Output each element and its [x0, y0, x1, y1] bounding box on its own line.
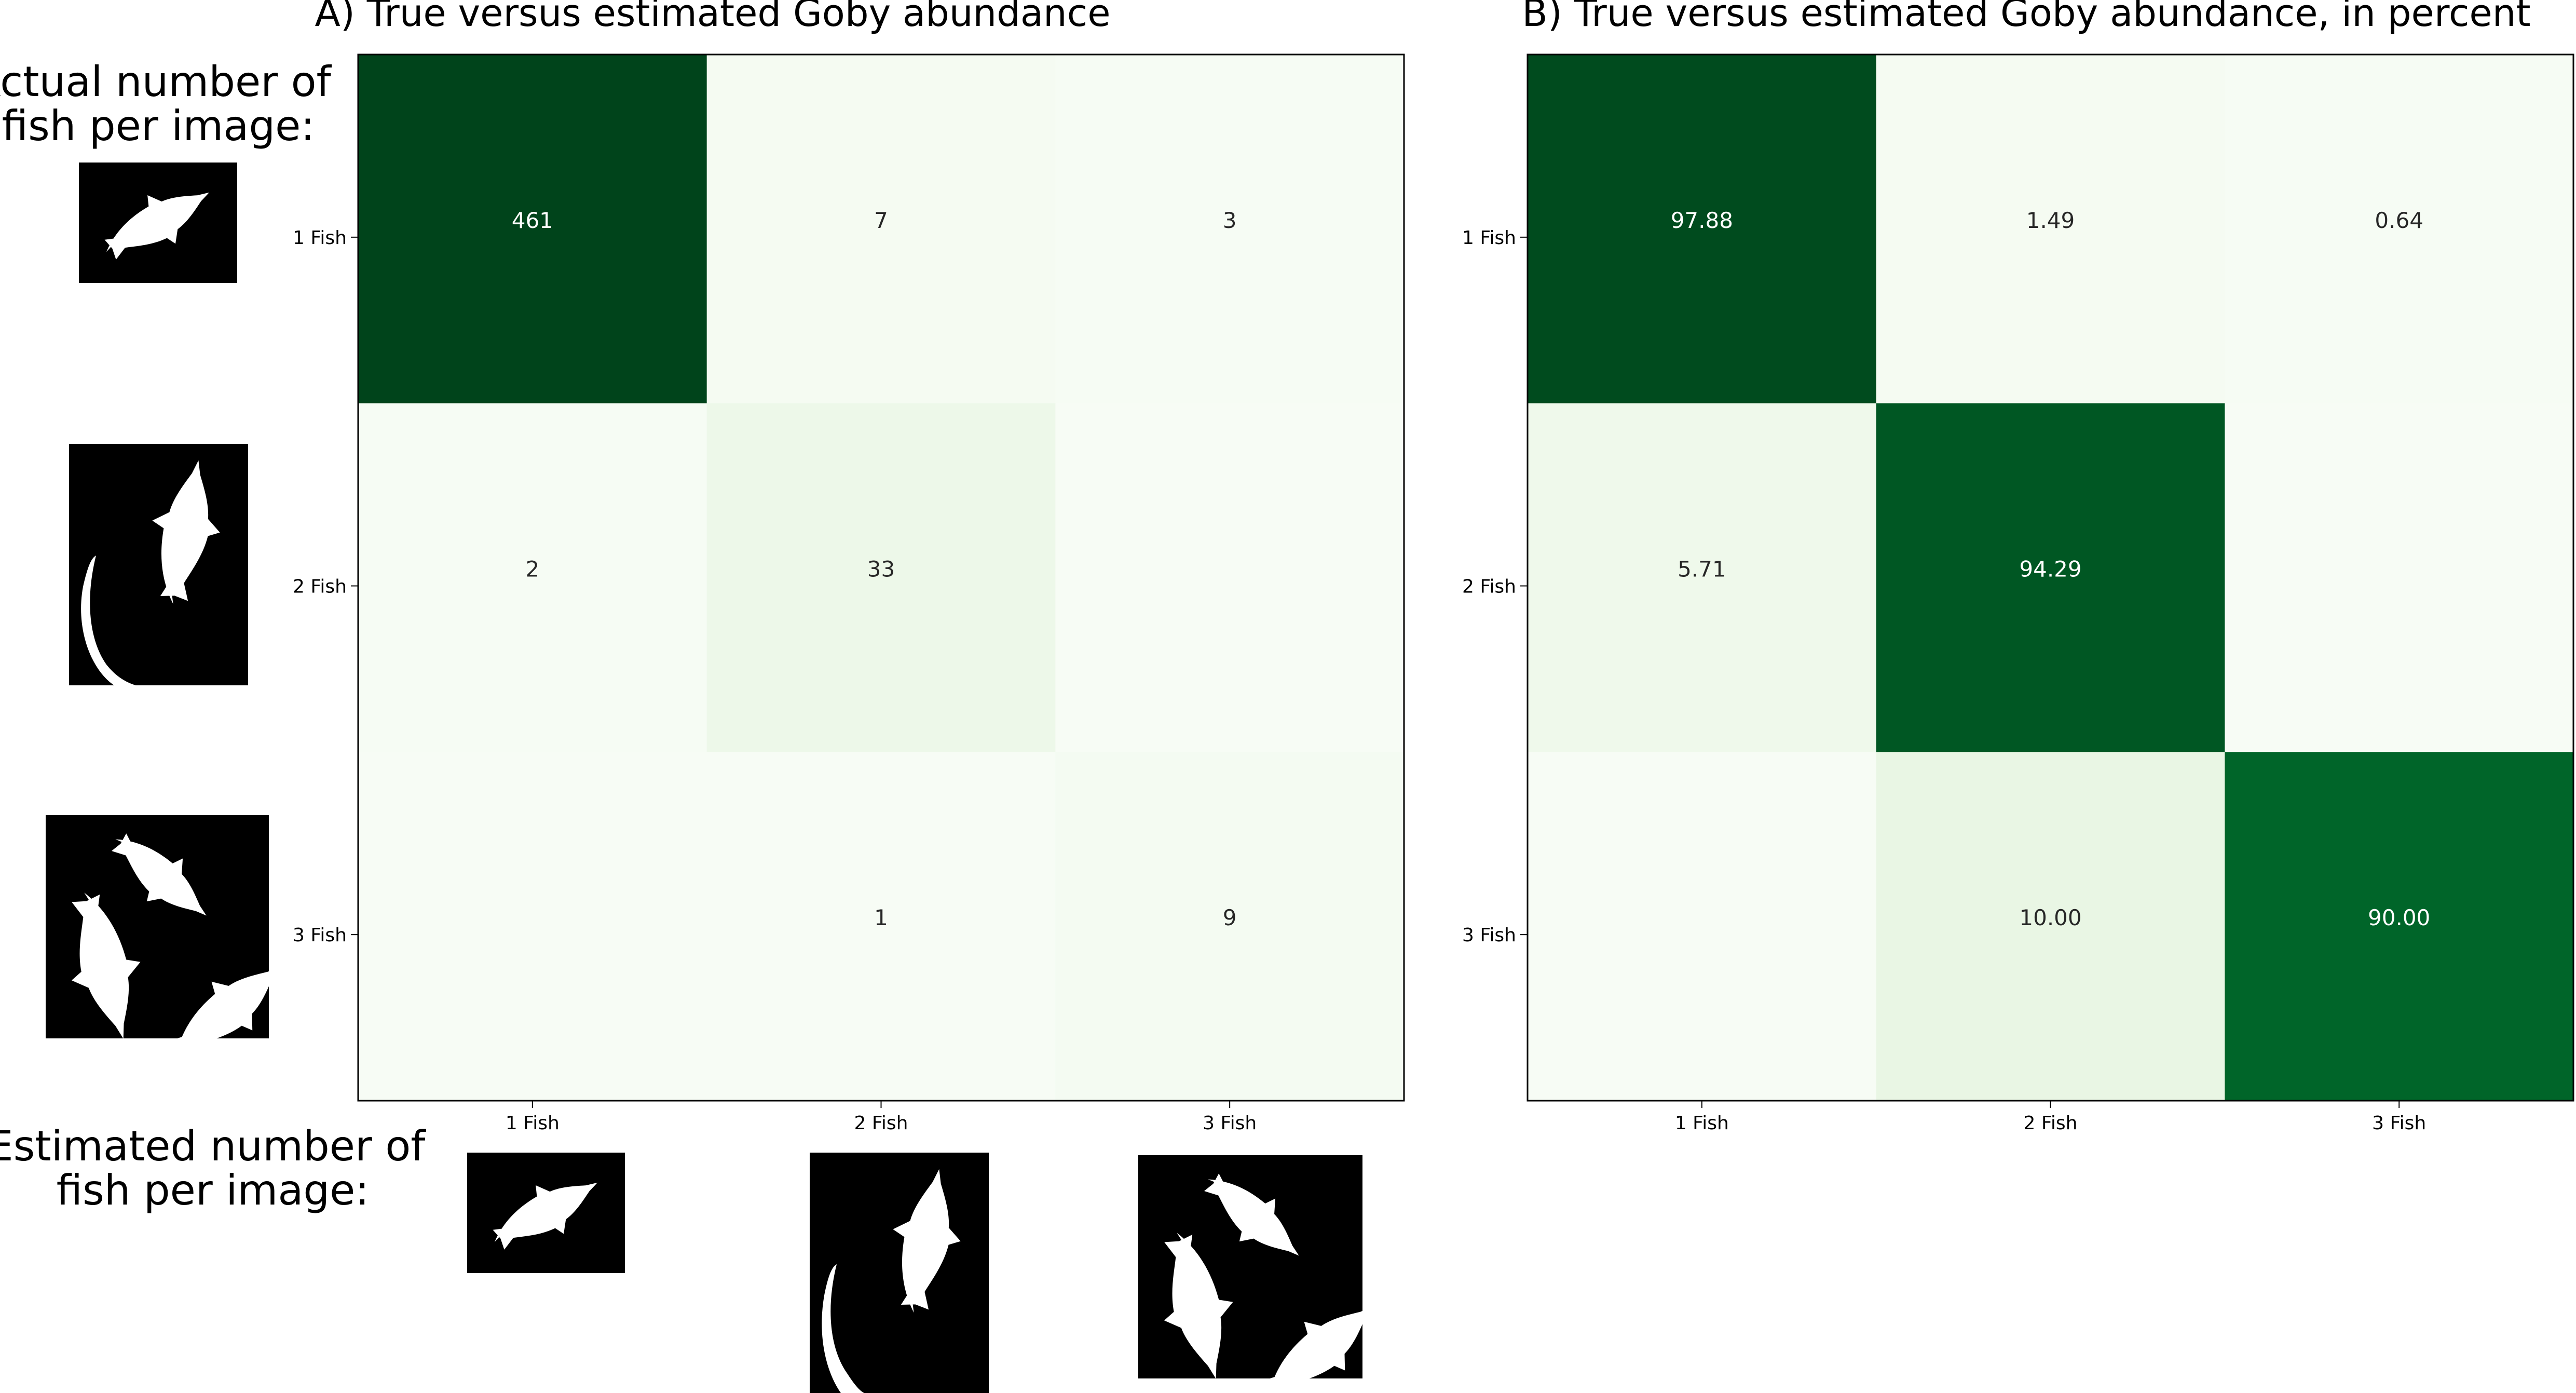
fish-2-silhouette-icon	[69, 444, 248, 685]
panel-b: B) True versus estimated Goby abundance,…	[1462, 0, 2574, 1134]
panel-a-cell-label-r2-c1: 2	[525, 557, 539, 582]
panel-a-frame	[357, 53, 1405, 1102]
panel-b-cell-r2-c2	[1876, 403, 2225, 752]
panel-a-x-tick-label: 2 Fish	[854, 1113, 908, 1134]
panel-a-cell-label-r1-c1: 461	[512, 208, 553, 233]
panel-b-cell-label-r3-c3: 90.00	[2368, 905, 2430, 930]
panel-b-y-tick-label: 1 Fish	[1462, 227, 1516, 249]
fish-3-silhouette-icon	[1138, 1155, 1393, 1393]
panel-a-cell-r2-c3	[1055, 403, 1405, 752]
fish-3-silhouette-icon	[46, 815, 301, 1077]
panel-b-y-tick-label: 3 Fish	[1462, 925, 1516, 946]
panel-b-frame	[1526, 53, 2574, 1102]
fish-2-silhouette-icon	[810, 1153, 989, 1393]
panel-a-x-tick-label: 3 Fish	[1203, 1113, 1257, 1134]
panel-b-x-tick-label: 3 Fish	[2372, 1113, 2426, 1134]
panel-b-cell-r2-c1	[1528, 403, 1877, 752]
panel-b-cell-label-r3-c2: 10.00	[2019, 905, 2081, 930]
panel-b-cell-r3-c1	[1528, 752, 1877, 1101]
panel-a-y-tick-label: 2 Fish	[293, 576, 347, 598]
panel-b-cell-label-r2-c2: 94.29	[2019, 557, 2081, 582]
panel-b-cell-r3-c3	[2225, 752, 2574, 1101]
panel-a-y-tick-label: 3 Fish	[293, 925, 347, 946]
panel-a-cell-label-r1-c3: 3	[1223, 208, 1237, 233]
panel-a-cell-r2-c2	[706, 403, 1056, 752]
actual-count-label: Actual number of fish per image:	[0, 58, 344, 150]
estimated-count-label: Estimated number of fish per image:	[0, 1122, 439, 1214]
panel-a-cell-r3-c3	[1055, 752, 1405, 1101]
panel-a-cell-r3-c2	[706, 752, 1056, 1101]
panel-a-x-tick-label: 1 Fish	[506, 1113, 560, 1134]
panel-a-cell-label-r3-c2: 1	[874, 905, 888, 930]
panel-a-cell-label-r1-c2: 7	[874, 208, 888, 233]
panel-b-cell-r1-c1	[1528, 55, 1877, 404]
panel-a-cell-r1-c2	[706, 55, 1056, 404]
panel-a-cell-r1-c3	[1055, 55, 1405, 404]
panel-a-title: A) True versus estimated Goby abundance	[315, 0, 1111, 35]
fish-1-silhouette-icon	[79, 163, 237, 283]
panel-b-cell-r3-c2	[1876, 752, 2225, 1101]
panel-b-y-tick-label: 2 Fish	[1462, 576, 1516, 598]
panel-b-cell-label-r1-c1: 97.88	[1671, 208, 1733, 233]
panel-b-cell-label-r1-c3: 0.64	[2375, 208, 2423, 233]
panel-b-cell-r1-c3	[2225, 55, 2574, 404]
fish-1-silhouette-icon	[467, 1153, 625, 1273]
panel-a-cell-label-r3-c3: 9	[1223, 905, 1237, 930]
panel-b-heatmap-cells: 97.88 1.49 0.64 5.71 94.29 10.00 90.00 1 Fish 2 …	[1462, 55, 2574, 1134]
panel-a-cell-r2-c1	[358, 403, 707, 752]
panel-b-cell-r2-c3	[2225, 403, 2574, 752]
panel-a: A) True versus estimated Goby abundance …	[293, 0, 1405, 1134]
panel-a-cell-r1-c1	[358, 55, 707, 404]
panel-a-cell-r3-c1	[358, 752, 707, 1101]
panel-a-y-tick-label: 1 Fish	[293, 227, 347, 249]
panel-b-cell-label-r1-c2: 1.49	[2026, 208, 2075, 233]
panel-b-cell-label-r2-c1: 5.71	[1678, 557, 1726, 582]
panel-a-cell-label-r2-c2: 33	[867, 557, 895, 582]
panel-b-x-tick-label: 1 Fish	[1675, 1113, 1729, 1134]
panel-b-x-tick-label: 2 Fish	[2023, 1113, 2077, 1134]
panel-b-title: B) True versus estimated Goby abundance,…	[1522, 0, 2530, 35]
panel-a-heatmap-cells: 461 7 3 2 33 1 9 1 Fish 2 Fish 3 Fish 1 Fish 2 Fish…	[293, 55, 1405, 1134]
panel-b-cell-r1-c2	[1876, 55, 2225, 404]
